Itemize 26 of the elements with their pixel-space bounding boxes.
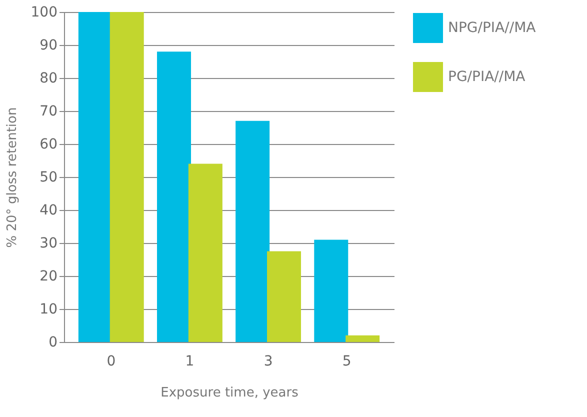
x-tick-label: 0 — [106, 354, 116, 370]
y-tick-label: 90 — [40, 38, 58, 54]
y-tick-label: 50 — [40, 170, 58, 186]
legend-label: PG/PIA//MA — [448, 69, 526, 85]
bar — [110, 12, 144, 342]
y-tick-label: 70 — [40, 104, 58, 120]
y-axis-title: % 20° gloss retention — [4, 107, 20, 248]
bar — [267, 251, 301, 342]
y-tick-label: 0 — [48, 334, 58, 350]
y-tick-label: 80 — [40, 70, 58, 86]
bar — [157, 52, 191, 342]
x-tick-label: 3 — [264, 354, 273, 370]
bar — [188, 164, 222, 342]
x-tick-label: 1 — [185, 354, 194, 370]
y-tick-label: 20 — [40, 268, 58, 284]
y-tick-label: 10 — [40, 302, 58, 318]
x-tick-label: 5 — [342, 354, 352, 370]
bar — [236, 120, 270, 342]
y-tick-label: 100 — [30, 4, 58, 20]
y-tick-label: 30 — [40, 236, 58, 252]
bar — [314, 240, 348, 342]
legend-label: NPG/PIA//MA — [448, 20, 536, 36]
x-axis-title: Exposure time, years — [160, 386, 299, 400]
y-tick-label: 40 — [40, 202, 58, 218]
bar — [346, 335, 380, 342]
y-tick-label: 60 — [40, 136, 58, 152]
